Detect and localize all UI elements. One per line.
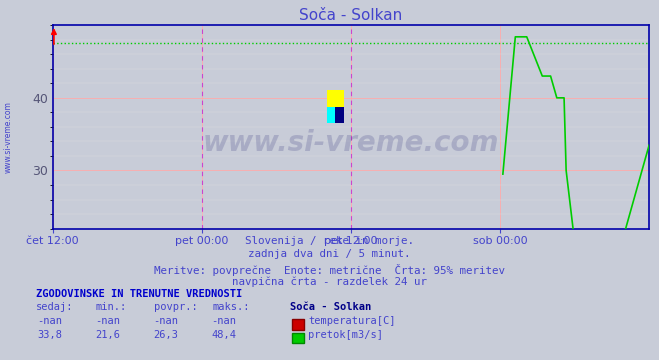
- Text: Soča - Solkan: Soča - Solkan: [290, 302, 371, 312]
- Text: temperatura[C]: temperatura[C]: [308, 316, 396, 326]
- Text: 48,4: 48,4: [212, 330, 237, 340]
- Bar: [327, 107, 335, 123]
- Text: www.si-vreme.com: www.si-vreme.com: [3, 101, 13, 173]
- Text: Meritve: povprečne  Enote: metrične  Črta: 95% meritev: Meritve: povprečne Enote: metrične Črta:…: [154, 264, 505, 275]
- Text: povpr.:: povpr.:: [154, 302, 197, 312]
- Bar: [335, 107, 344, 123]
- Title: Soča - Solkan: Soča - Solkan: [299, 8, 403, 23]
- Text: 33,8: 33,8: [37, 330, 62, 340]
- Text: pretok[m3/s]: pretok[m3/s]: [308, 330, 384, 340]
- Text: 26,3: 26,3: [154, 330, 179, 340]
- Text: www.si-vreme.com: www.si-vreme.com: [203, 129, 499, 157]
- Text: 21,6: 21,6: [95, 330, 120, 340]
- Text: zadnja dva dni / 5 minut.: zadnja dva dni / 5 minut.: [248, 249, 411, 260]
- Text: min.:: min.:: [96, 302, 127, 312]
- Text: -nan: -nan: [95, 316, 120, 326]
- Text: -nan: -nan: [212, 316, 237, 326]
- Text: ZGODOVINSKE IN TRENUTNE VREDNOSTI: ZGODOVINSKE IN TRENUTNE VREDNOSTI: [36, 289, 243, 299]
- Text: -nan: -nan: [37, 316, 62, 326]
- Bar: [327, 90, 344, 107]
- Text: sedaj:: sedaj:: [36, 302, 74, 312]
- Text: Slovenija / reke in morje.: Slovenija / reke in morje.: [245, 236, 414, 246]
- Text: maks.:: maks.:: [212, 302, 250, 312]
- Text: navpična črta - razdelek 24 ur: navpična črta - razdelek 24 ur: [232, 276, 427, 287]
- Text: -nan: -nan: [154, 316, 179, 326]
